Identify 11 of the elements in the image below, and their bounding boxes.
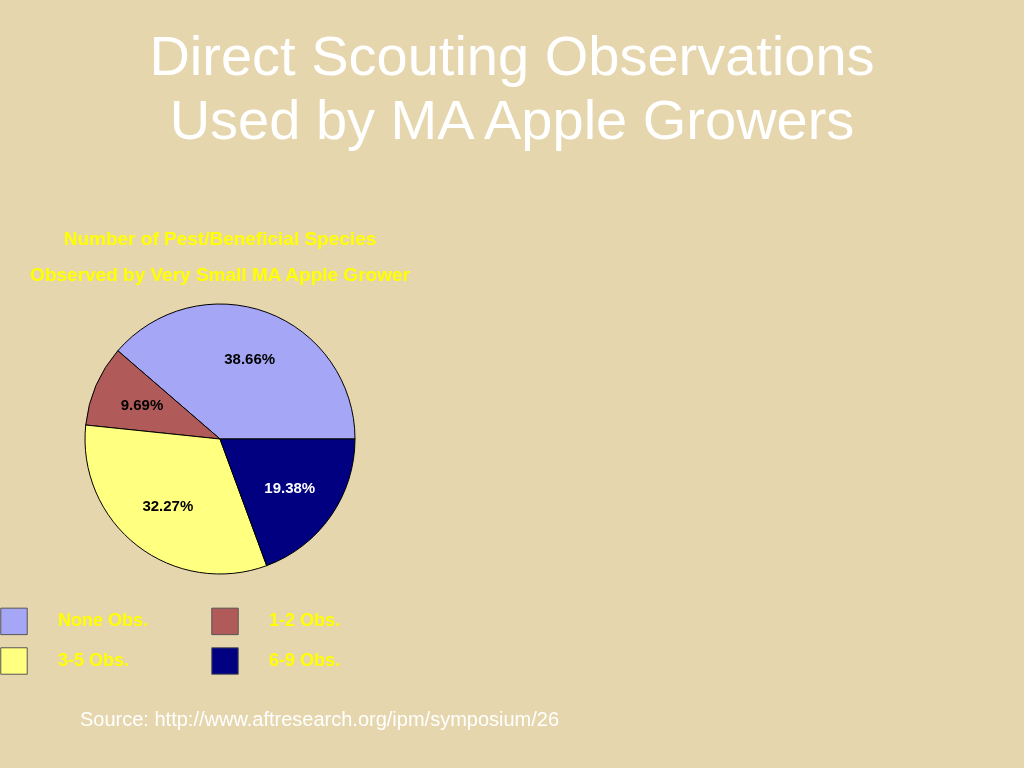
data-label: 38.66% (224, 350, 276, 368)
legend-label: 3-5 Obs. (58, 650, 130, 670)
legend-label: 6-9 Obs. (269, 650, 341, 670)
source-note: Source: http://www.aftresearch.org/ipm/symposium/26 (80, 708, 560, 731)
text: Direct Scouting Observations Used by MA Apple Growers (148, 23, 876, 152)
data-label: 9.69% (120, 396, 164, 414)
data-label: 19.38% (264, 478, 316, 496)
legend-label: 1-2 Obs. (269, 610, 341, 631)
chart-subtitle: Number of Pest/Beneficial Species Observed by Very Small MA Apple Grower (30, 228, 411, 285)
data-label: 32.27% (142, 497, 194, 515)
legend-label: None Obs. (58, 610, 149, 631)
